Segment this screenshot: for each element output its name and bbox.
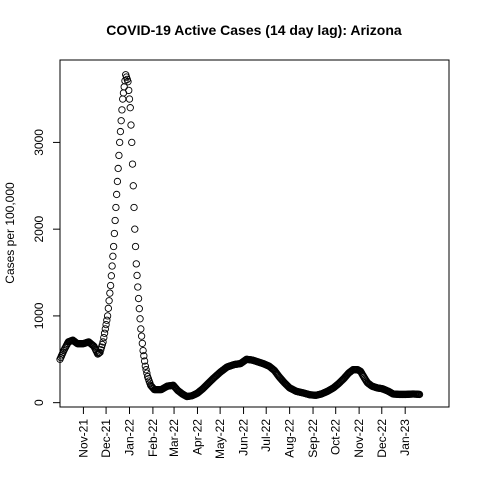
data-point xyxy=(100,329,109,337)
data-point xyxy=(124,78,132,86)
data-point xyxy=(139,346,147,355)
data-point xyxy=(113,177,122,186)
data-point xyxy=(106,281,115,290)
data-point xyxy=(103,312,112,320)
data-point xyxy=(142,366,150,374)
data-point xyxy=(113,190,121,199)
y-axis-label: Cases per 100,000 xyxy=(3,182,17,284)
data-point xyxy=(119,95,127,103)
data-point xyxy=(117,117,125,125)
y-axis: 0 1000 2000 3000 xyxy=(32,129,60,406)
data-point xyxy=(111,216,119,225)
data-point xyxy=(102,320,110,329)
y-tick-label: 2000 xyxy=(32,215,46,242)
x-tick-label: May-22 xyxy=(213,419,227,459)
data-point xyxy=(140,357,149,365)
data-point xyxy=(415,390,424,399)
data-point xyxy=(126,104,134,112)
data-point xyxy=(138,339,146,348)
x-tick-label: Aug-22 xyxy=(283,419,297,458)
data-point xyxy=(125,86,133,95)
data-point xyxy=(100,333,108,342)
data-point xyxy=(115,151,123,160)
data-point xyxy=(140,352,148,360)
x-tick-label: Apr-22 xyxy=(190,419,204,455)
data-point xyxy=(136,315,144,323)
data-point xyxy=(125,95,134,103)
data-point xyxy=(116,127,125,136)
x-tick-label: Jan-23 xyxy=(398,419,412,456)
x-tick-label: Mar-22 xyxy=(167,419,181,457)
data-point xyxy=(143,369,151,377)
data-point xyxy=(132,260,140,268)
data-point xyxy=(118,106,126,114)
x-tick-label: Dec-22 xyxy=(375,419,389,458)
x-tick-label: Feb-22 xyxy=(146,419,160,457)
data-point xyxy=(108,262,116,270)
x-tick-label: Jan-22 xyxy=(122,419,136,456)
data-point xyxy=(105,297,113,305)
data-point xyxy=(134,283,142,291)
data-point xyxy=(129,182,137,190)
data-point xyxy=(127,121,135,129)
data-point xyxy=(109,252,117,260)
plot-area-frame xyxy=(59,59,450,408)
data-point xyxy=(137,332,146,340)
x-tick-label: Jul-22 xyxy=(259,419,273,452)
data-point xyxy=(112,203,120,212)
y-tick-label: 1000 xyxy=(32,302,46,329)
data-point xyxy=(99,338,107,346)
data-point xyxy=(110,229,119,238)
data-point xyxy=(89,342,97,350)
data-point xyxy=(116,138,124,147)
data-point xyxy=(107,272,116,280)
x-tick-label: Sep-22 xyxy=(306,419,320,458)
data-point xyxy=(94,349,103,358)
x-tick-label: Dec-21 xyxy=(99,419,113,458)
data-point xyxy=(103,316,111,324)
x-tick-label: Nov-22 xyxy=(352,419,366,458)
data-point xyxy=(130,203,138,212)
x-tick-label: Oct-22 xyxy=(329,419,343,455)
data-point xyxy=(131,242,140,251)
data-point xyxy=(106,289,114,297)
x-tick-label: Nov-21 xyxy=(76,419,90,458)
data-points xyxy=(56,71,424,401)
data-point xyxy=(135,305,143,313)
x-tick-label: Jun-22 xyxy=(237,419,251,456)
data-point xyxy=(133,271,141,280)
data-point xyxy=(104,304,112,312)
data-point xyxy=(134,294,143,303)
chart-title: COVID-19 Active Cases (14 day lag): Ariz… xyxy=(106,22,402,38)
x-axis: Nov-21 Dec-21 Jan-22 Feb-22 Mar-22 Apr-22 May-… xyxy=(76,407,412,459)
data-point xyxy=(109,242,118,251)
data-point xyxy=(137,325,145,333)
y-tick-label: 3000 xyxy=(32,129,46,156)
data-point xyxy=(141,362,150,370)
data-point xyxy=(128,160,137,168)
data-point xyxy=(101,325,109,333)
data-point xyxy=(131,225,139,233)
y-tick-label: 0 xyxy=(32,399,46,406)
data-point xyxy=(114,164,122,173)
data-point xyxy=(128,138,136,147)
